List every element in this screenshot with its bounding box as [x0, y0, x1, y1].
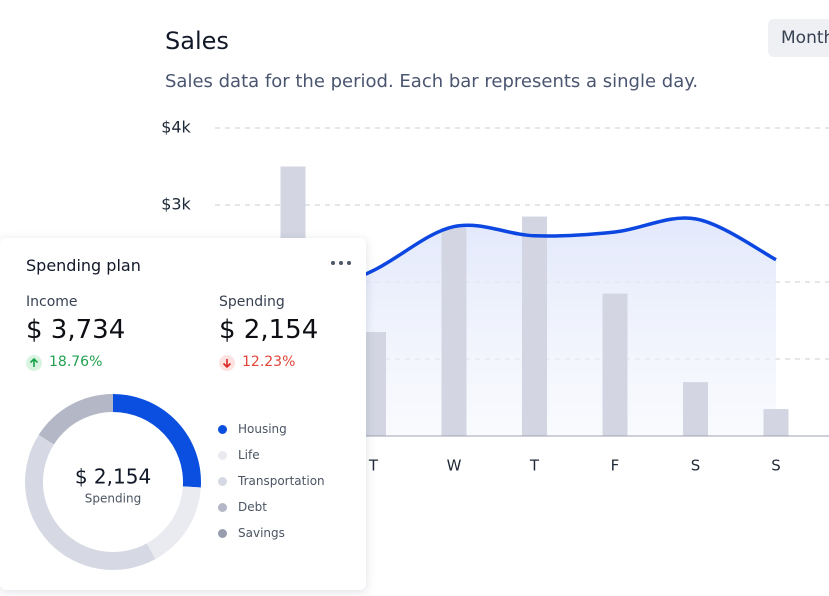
donut-value: $ 2,154	[75, 465, 151, 489]
x-tick-label: T	[529, 457, 540, 475]
legend-swatch	[218, 425, 227, 434]
bar	[441, 228, 467, 436]
x-tick-label: T	[368, 457, 379, 475]
y-tick-label: $3k	[161, 195, 191, 214]
line	[292, 216, 777, 307]
legend-swatch	[218, 529, 227, 538]
down-icon	[219, 355, 235, 371]
menu-icon[interactable]	[330, 260, 352, 266]
x-tick-label: W	[447, 457, 462, 475]
income-change: 18.76%	[49, 354, 103, 370]
spending-card: Spending plan Income $ 3,734 18.76% Spen…	[0, 238, 366, 590]
donut: $ 2,154 Spending	[25, 394, 202, 570]
legend-label: Savings	[238, 526, 285, 540]
donut-segment	[113, 394, 202, 488]
donut-segment	[146, 486, 201, 560]
bar	[522, 216, 547, 436]
card-title: Spending plan	[26, 256, 141, 275]
legend-item: Housing	[218, 422, 287, 436]
x-tick-label: S	[771, 457, 781, 475]
legend-label: Life	[238, 448, 260, 462]
period-button[interactable]: Month	[768, 19, 829, 57]
donut-segment	[25, 434, 156, 570]
chart-subtitle: Sales data for the period. Each bar repr…	[165, 71, 698, 92]
legend-label: Transportation	[238, 474, 325, 488]
legend-swatch	[218, 451, 227, 460]
donut-segment	[38, 394, 113, 445]
legend-label: Debt	[238, 500, 267, 514]
income-amount: $ 3,734	[26, 315, 126, 345]
legend-label: Housing	[238, 422, 287, 436]
spending-amount: $ 2,154	[219, 315, 319, 345]
donut-label: Spending	[85, 492, 141, 506]
legend-item: Savings	[218, 526, 285, 540]
y-tick-label: $4k	[161, 118, 191, 137]
spending-label: Spending	[219, 294, 285, 310]
x-tick-label: S	[691, 457, 701, 475]
x-tick-label: F	[611, 457, 620, 475]
legend-swatch	[218, 503, 227, 512]
legend-item: Transportation	[218, 474, 325, 488]
bar	[763, 409, 789, 436]
up-icon	[26, 355, 42, 371]
legend-swatch	[218, 477, 227, 486]
bar	[602, 293, 628, 436]
legend-item: Life	[218, 448, 260, 462]
bar	[683, 382, 708, 436]
legend-item: Debt	[218, 500, 267, 514]
spending-change: 12.23%	[242, 354, 296, 370]
income-label: Income	[26, 294, 78, 310]
chart-title: Sales	[165, 27, 229, 55]
